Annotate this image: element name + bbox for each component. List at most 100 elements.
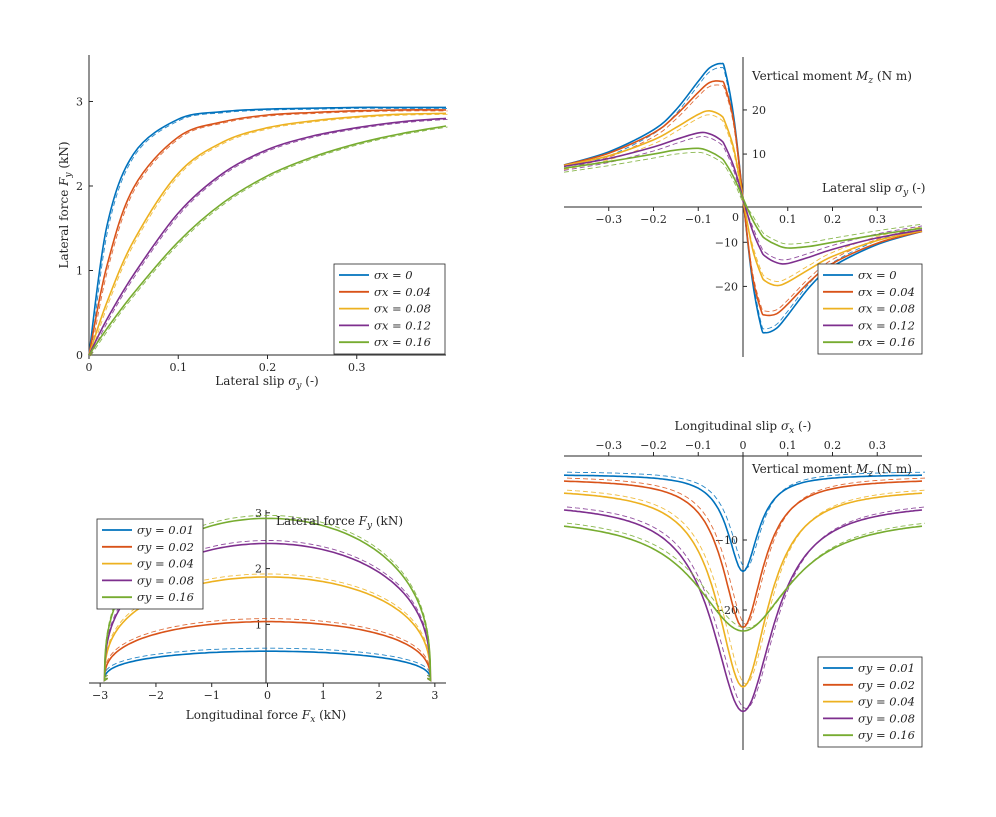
p1-legend-label-3: σx = 0.12 [374,318,431,332]
p2-dashed-line-2 [563,114,923,282]
p3-line-2 [103,576,432,682]
p3-xtick-label-5: 2 [376,689,383,702]
p1-legend: σx = 0 σx = 0.04 σx = 0.08 σx = 0.12 σx = 0.… [333,263,446,355]
p4-dashed-line-4 [566,522,926,629]
p3-legend: σy = 0.01 σy = 0.02 σy = 0.04 σy = 0.08 σy =… [96,518,204,610]
p4-xtick-label-4: 0.1 [779,439,797,452]
p3-line-0 [103,650,432,682]
p1-y-label: Lateral force Fy (kN) [57,141,74,268]
p1-xtick-label-0: 0 [86,361,93,374]
p3-line-1 [103,620,432,682]
p4-legend-label-1: σy = 0.02 [858,678,915,692]
p1-dashed-line-0 [90,107,448,357]
p4-dashed-line-3 [566,506,926,709]
p1-legend-label-2: σx = 0.08 [374,302,431,316]
p4-xtick-label-3: 0 [740,439,747,452]
p3-ytick-label-1: 2 [255,563,262,576]
p1-dashed-line-2 [90,113,448,357]
chart-mz-vs-sx: −0.3 −0.2 −0.1 0 0.1 0.2 0.3−20−10 Longitudina… [563,419,926,750]
p2-legend-label-2: σx = 0.08 [858,302,915,316]
p2-legend-label-1: σx = 0.04 [858,285,915,299]
p4-ticks: −0.3 −0.2 −0.1 0 0.1 0.2 0.3−20−10 [595,439,886,617]
p4-legend-label-3: σy = 0.08 [858,711,915,725]
p4-xtick-label-0: −0.3 [595,439,622,452]
p2-ticks: −0.3 −0.2 −0.1 0.1 0.2 0.3 0 −20 −10 10 20 [595,104,886,293]
p2-dashed-line-4 [563,151,923,245]
p4-legend: σy = 0.01 σy = 0.02 σy = 0.04 σy = 0.08 σy =… [817,656,923,748]
p1-xtick-label-1: 0.1 [170,361,188,374]
p4-legend-label-2: σy = 0.04 [858,695,915,709]
p2-series-lines [563,62,923,334]
p2-y-label: Vertical moment Mz (N m) [751,69,912,86]
p2-legend-label-3: σx = 0.12 [858,318,915,332]
p1-legend-label-4: σx = 0.16 [374,335,431,349]
p2-ytick-label-1: −10 [715,236,738,249]
p1-ticks: 0 0.1 0.2 0.3 0 1 2 3 [76,95,366,374]
p1-series-lines [88,106,448,357]
p3-ytick-label-2: 3 [255,507,262,520]
p1-legend-box [333,263,446,355]
p2-xtick-label-2: −0.1 [685,213,712,226]
p1-line-3 [88,117,447,356]
p4-dashed-line-0 [567,471,925,570]
p1-legend-label-1: σx = 0.04 [374,285,431,299]
p3-xtick-label-0: −3 [92,689,108,702]
p3-x-label: Longitudinal force Fx (kN) [186,708,346,725]
p3-dashed-line-0 [104,647,431,679]
p1-x-label: Lateral slip σy (-) [215,374,318,391]
p3-xtick-label-1: −2 [148,689,164,702]
p2-ytick-label-4: 20 [752,104,766,117]
p4-xtick-label-6: 0.3 [869,439,887,452]
p2-xtick-label-6: 0.3 [869,213,887,226]
p1-ytick-label-3: 3 [76,95,83,108]
p4-legend-label-0: σy = 0.01 [858,661,915,675]
p2-dashed-line-3 [563,135,923,261]
p2-xtick-label-4: 0.1 [779,213,797,226]
p1-dashed-line-4 [90,126,448,357]
p2-xtick-label-5: 0.2 [824,213,842,226]
p3-legend-label-3: σy = 0.08 [137,573,194,587]
p4-line-0 [564,474,922,573]
p1-line-1 [88,109,447,356]
p4-x-label: Longitudinal slip σx (-) [675,419,812,436]
p3-xtick-label-2: −1 [204,689,220,702]
p4-line-3 [563,509,923,713]
p1-xtick-label-2: 0.2 [259,361,277,374]
p2-legend-label-0: σx = 0 [858,268,897,282]
p3-legend-label-1: σy = 0.02 [137,540,194,554]
p1-xtick-label-3: 0.3 [348,361,366,374]
p3-xtick-label-6: 3 [431,689,438,702]
p4-legend-label-4: σy = 0.16 [858,728,915,742]
p3-legend-label-4: σy = 0.16 [137,590,194,604]
p1-dashed-line-1 [90,110,448,357]
p1-line-2 [88,112,447,356]
p3-legend-label-0: σy = 0.01 [137,523,194,537]
p3-legend-label-2: σy = 0.04 [137,557,194,571]
p3-dashed-line-2 [104,573,431,679]
p4-xtick-label-5: 0.2 [824,439,842,452]
p1-ytick-label-1: 1 [76,264,83,277]
p3-y-label: Lateral force Fy (kN) [276,514,403,531]
p2-ytick-label-0: −20 [715,280,738,293]
p1-dashed-line-3 [90,118,448,357]
p2-legend: σx = 0 σx = 0.04 σx = 0.08 σx = 0.12 σx = 0.… [817,263,923,355]
p2-legend-label-4: σx = 0.16 [858,335,915,349]
p1-line-0 [88,106,446,356]
chart-fy-vs-fx: −3 −2 −1 0 1 2 3 1 2 3 Lateral force Fy (kN) Long… [89,507,446,725]
p4-xtick-label-2: −0.1 [685,439,712,452]
p1-line-4 [88,125,447,356]
p1-ytick-label-0: 0 [76,349,83,362]
p2-x-label: Lateral slip σy (-) [822,181,925,198]
p2-xtick-label-1: −0.2 [640,213,667,226]
p3-xtick-label-3: 0 [264,689,271,702]
p4-line-2 [563,492,923,688]
p3-dashed-line-4 [104,514,431,679]
p4-line-4 [563,525,923,632]
p4-xtick-label-1: −0.2 [640,439,667,452]
p4-series-lines [563,471,926,713]
p3-ticks: −3 −2 −1 0 1 2 3 1 2 3 [92,507,438,702]
p2-ytick-label-3: 10 [752,148,766,161]
p2-line-4 [563,147,923,249]
p2-dashed-line-1 [563,84,923,312]
